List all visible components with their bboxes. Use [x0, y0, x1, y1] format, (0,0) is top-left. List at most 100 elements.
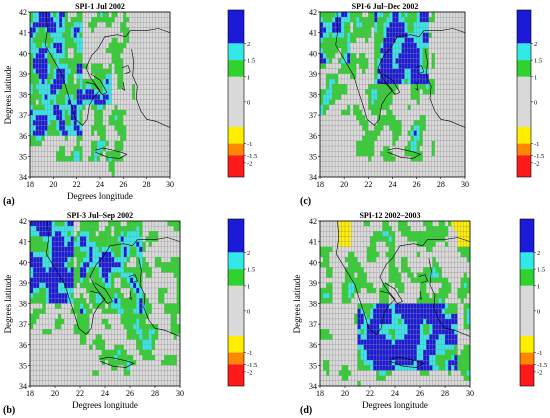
grid-cell: [328, 73, 333, 80]
grid-cell: [123, 94, 127, 100]
grid-cell: [164, 58, 168, 64]
grid-cell: [143, 135, 147, 142]
grid-cell: [117, 37, 121, 44]
grid-cell: [449, 17, 454, 23]
grid-cell: [123, 313, 128, 320]
grid-cell: [145, 220, 149, 227]
grid-cell: [461, 32, 466, 38]
grid-cell: [73, 11, 77, 18]
grid-cell: [64, 334, 68, 340]
grid-cell: [325, 140, 330, 147]
grid-cell: [158, 344, 162, 351]
grid-cell: [120, 298, 124, 304]
grid-cell: [356, 130, 360, 136]
grid-cell: [143, 84, 147, 90]
grid-cell: [444, 220, 449, 227]
grid-cell: [67, 166, 71, 172]
grid-cell: [338, 68, 342, 75]
grid-cell: [33, 251, 37, 258]
grid-cell: [129, 109, 133, 116]
grid-cell: [419, 11, 423, 18]
grid-cell: [356, 11, 360, 18]
grid-cell: [350, 99, 354, 105]
grid-cell: [102, 171, 106, 178]
grid-cell: [365, 171, 369, 178]
grid-cell: [120, 42, 124, 49]
grid-cell: [422, 135, 426, 142]
grid-cell: [64, 53, 69, 59]
grid-cell: [325, 135, 330, 142]
grid-cell: [98, 380, 103, 387]
grid-cell: [145, 267, 149, 273]
grid-cell: [139, 303, 143, 309]
grid-cell: [371, 166, 375, 172]
grid-cell: [164, 37, 168, 44]
grid-cell: [98, 272, 103, 278]
grid-cell: [67, 334, 71, 340]
grid-cell: [434, 22, 438, 28]
grid-cell: [158, 47, 162, 54]
grid-cell: [407, 99, 411, 105]
grid-cell: [38, 68, 42, 75]
grid-cell: [164, 135, 168, 142]
grid-cell: [443, 58, 447, 64]
grid-cell: [325, 120, 330, 126]
colorbar-segment: [517, 126, 531, 144]
grid-cell: [149, 22, 153, 28]
grid-cell: [158, 277, 162, 284]
grid-cell: [419, 145, 423, 152]
grid-cell: [161, 130, 165, 136]
grid-cell: [50, 11, 54, 18]
grid-cell: [101, 313, 106, 320]
grid-cell: [446, 78, 451, 85]
grid-cell: [425, 37, 429, 44]
grid-cell: [126, 303, 131, 309]
grid-cell: [36, 329, 40, 335]
grid-cell: [446, 140, 451, 147]
grid-cell: [139, 344, 143, 351]
grid-cell: [45, 293, 49, 299]
grid-cell: [334, 73, 339, 80]
grid-cell: [139, 318, 143, 325]
grid-cell: [104, 380, 109, 387]
grid-cell: [386, 140, 390, 147]
grid-cell: [48, 262, 53, 268]
grid-cell: [117, 99, 121, 105]
grid-cell: [56, 166, 60, 172]
grid-cell: [140, 84, 144, 90]
grid-cell: [152, 73, 156, 80]
grid-cell: [56, 99, 60, 105]
grid-cell: [425, 166, 429, 172]
grid-cell: [76, 115, 80, 121]
grid-cell: [45, 262, 49, 268]
grid-cell: [99, 115, 104, 121]
grid-cell: [94, 53, 98, 59]
grid-cell: [32, 84, 36, 90]
grid-cell: [104, 334, 109, 340]
grid-cell: [29, 344, 34, 351]
grid-cell: [140, 89, 144, 95]
grid-cell: [105, 22, 109, 28]
grid-cell: [380, 84, 384, 90]
grid-cell: [47, 99, 51, 105]
grid-cell: [136, 308, 140, 314]
grid-cell: [114, 11, 118, 18]
grid-cell: [350, 42, 354, 49]
grid-cell: [325, 125, 330, 131]
grid-cell: [368, 115, 372, 121]
grid-cell: [67, 344, 71, 351]
grid-cell: [341, 151, 345, 157]
grid-cell: [114, 308, 118, 314]
grid-cell: [158, 272, 162, 278]
grid-cell: [359, 104, 363, 111]
grid-cell: [386, 120, 390, 126]
grid-cell: [76, 94, 80, 100]
y-tick-label: 40: [309, 49, 317, 58]
grid-cell: [134, 104, 139, 111]
grid-cell: [148, 277, 153, 284]
grid-cell: [41, 32, 45, 38]
grid-cell: [85, 135, 89, 142]
grid-cell: [32, 145, 36, 152]
grid-cell: [452, 130, 457, 136]
x-tick-label: 22: [73, 180, 81, 189]
